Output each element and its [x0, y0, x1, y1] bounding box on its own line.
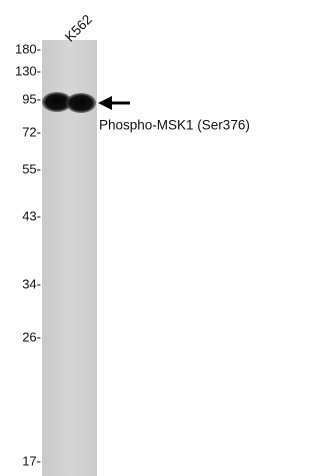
blot-figure: Phospho-MSK1 (Ser376) K562 180- 130- 95- 72…	[0, 0, 295, 476]
marker-label: 26-	[22, 329, 41, 344]
marker-label: 180-	[15, 41, 41, 56]
marker-label: 72-	[22, 124, 41, 139]
band	[66, 93, 96, 113]
band-label: Phospho-MSK1 (Ser376)	[99, 118, 250, 133]
marker-label: 43-	[22, 208, 41, 223]
marker-label: 34-	[22, 276, 41, 291]
lane-label: K562	[62, 12, 95, 45]
page: Phospho-MSK1 (Ser376) K562 180- 130- 95- 72…	[0, 0, 295, 476]
arrow-head	[98, 96, 112, 110]
marker-label: 17-	[22, 453, 41, 468]
marker-label: 130-	[15, 63, 41, 78]
marker-label: 95-	[22, 91, 41, 106]
marker-label: 55-	[22, 161, 41, 176]
